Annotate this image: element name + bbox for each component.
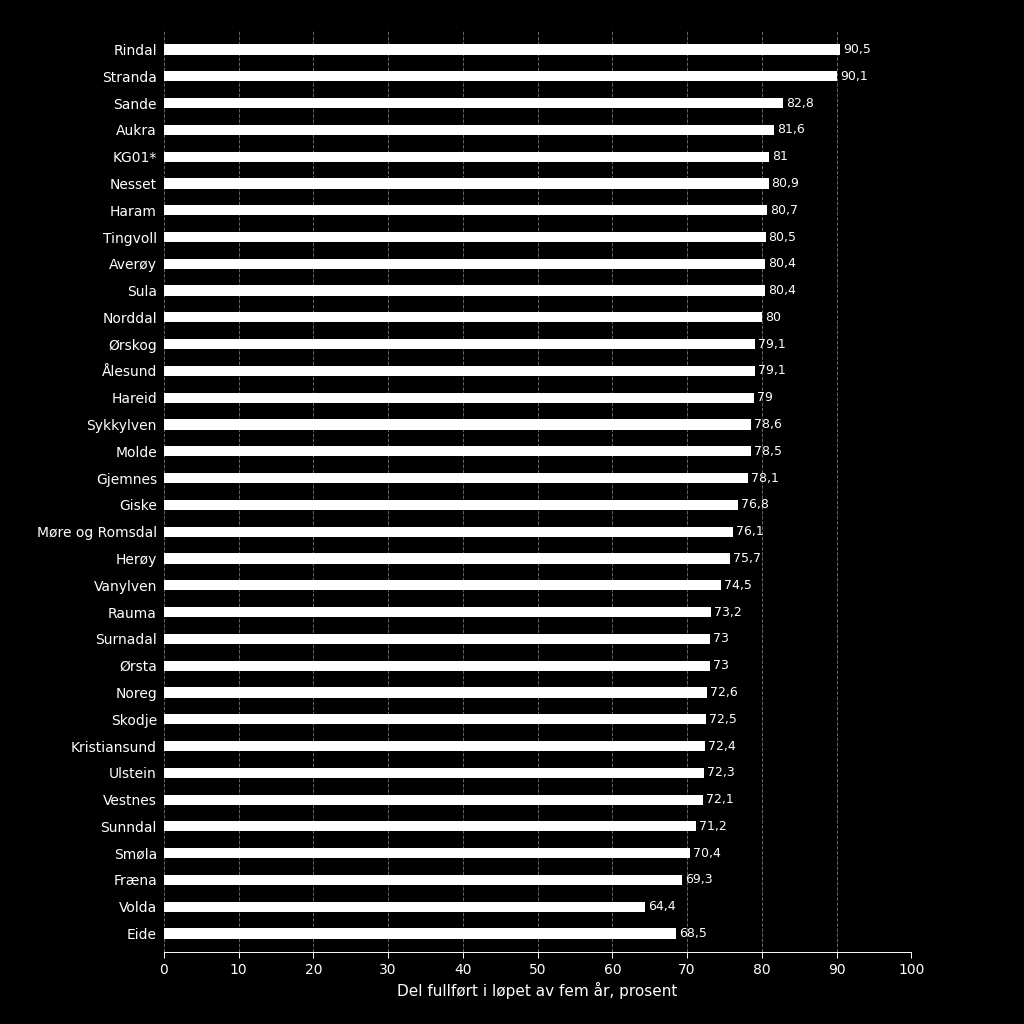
Bar xyxy=(164,446,751,457)
Text: 69,3: 69,3 xyxy=(685,873,713,887)
Bar xyxy=(164,366,755,376)
Text: 80: 80 xyxy=(765,311,781,324)
Text: 79,1: 79,1 xyxy=(758,365,785,378)
Bar xyxy=(164,312,762,323)
Bar xyxy=(164,848,690,858)
Bar xyxy=(164,768,705,778)
Bar xyxy=(164,473,748,483)
Text: 81: 81 xyxy=(772,151,788,163)
Text: 72,6: 72,6 xyxy=(710,686,737,699)
Bar xyxy=(164,259,765,269)
Text: 78,6: 78,6 xyxy=(755,418,782,431)
Bar xyxy=(164,714,706,724)
Bar xyxy=(164,500,738,510)
Bar xyxy=(164,929,676,939)
Text: 73: 73 xyxy=(713,659,728,672)
Bar xyxy=(164,660,710,671)
Bar xyxy=(164,339,755,349)
Text: 79: 79 xyxy=(758,391,773,404)
Text: 71,2: 71,2 xyxy=(699,820,727,833)
Bar xyxy=(164,420,752,430)
Bar xyxy=(164,902,645,911)
Text: 78,5: 78,5 xyxy=(754,444,781,458)
Text: 80,9: 80,9 xyxy=(771,177,800,189)
Text: 90,5: 90,5 xyxy=(844,43,871,56)
Bar xyxy=(164,741,706,752)
Text: 70,4: 70,4 xyxy=(693,847,721,860)
Bar xyxy=(164,125,774,135)
Bar xyxy=(164,553,730,563)
Bar xyxy=(164,231,766,242)
Text: 75,7: 75,7 xyxy=(733,552,761,565)
Text: 80,5: 80,5 xyxy=(769,230,797,244)
Text: 64,4: 64,4 xyxy=(648,900,676,913)
Text: 82,8: 82,8 xyxy=(785,96,814,110)
Bar xyxy=(164,44,841,54)
Bar xyxy=(164,821,696,831)
Bar xyxy=(164,581,721,591)
Text: 76,8: 76,8 xyxy=(741,499,769,511)
Text: 81,6: 81,6 xyxy=(777,123,805,136)
Bar xyxy=(164,526,733,537)
X-axis label: Del fullført i løpet av fem år, prosent: Del fullført i løpet av fem år, prosent xyxy=(397,982,678,999)
Bar xyxy=(164,286,765,296)
Text: 79,1: 79,1 xyxy=(758,338,785,350)
Bar xyxy=(164,205,767,215)
Bar xyxy=(164,152,769,162)
Text: 80,4: 80,4 xyxy=(768,257,796,270)
Text: 73: 73 xyxy=(713,633,728,645)
Text: 72,5: 72,5 xyxy=(709,713,736,726)
Text: 74,5: 74,5 xyxy=(724,579,752,592)
Bar xyxy=(164,72,838,81)
Text: 76,1: 76,1 xyxy=(735,525,764,539)
Bar xyxy=(164,795,702,805)
Bar xyxy=(164,634,710,644)
Text: 72,3: 72,3 xyxy=(708,766,735,779)
Text: 72,4: 72,4 xyxy=(708,739,736,753)
Text: 78,1: 78,1 xyxy=(751,472,778,484)
Bar xyxy=(164,874,682,885)
Text: 80,4: 80,4 xyxy=(768,284,796,297)
Text: 72,1: 72,1 xyxy=(706,794,733,806)
Bar xyxy=(164,392,755,402)
Text: 90,1: 90,1 xyxy=(841,70,868,83)
Bar xyxy=(164,178,769,188)
Text: 80,7: 80,7 xyxy=(770,204,798,217)
Bar xyxy=(164,98,782,109)
Text: 73,2: 73,2 xyxy=(714,605,741,618)
Text: 68,5: 68,5 xyxy=(679,927,707,940)
Bar xyxy=(164,687,707,697)
Bar xyxy=(164,607,711,617)
